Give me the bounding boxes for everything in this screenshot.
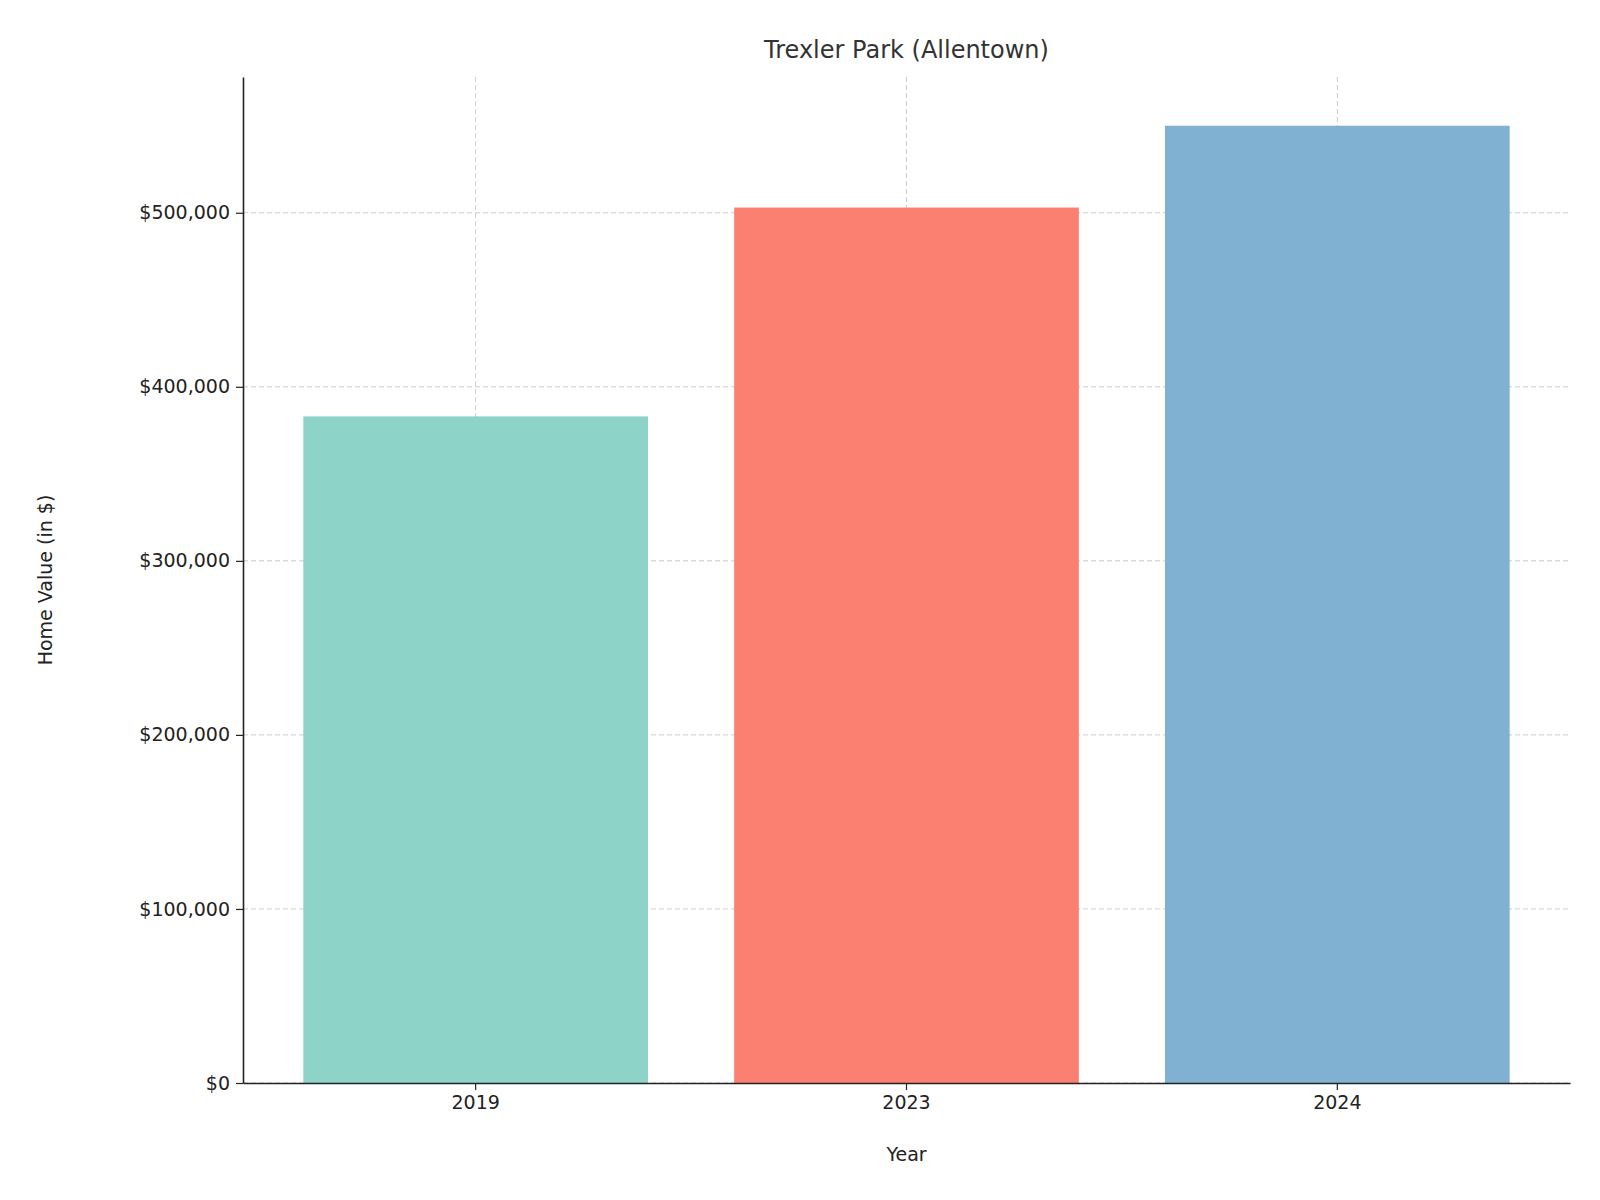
y-tick: $200,000 (139, 723, 243, 745)
y-tick: $100,000 (139, 898, 243, 920)
y-tick-mark (236, 1083, 243, 1084)
axis-line (243, 78, 245, 1084)
bars (303, 126, 1509, 1083)
y-tick-label: $100,000 (139, 898, 230, 920)
grid (243, 77, 1570, 1083)
x-tick-label: 2024 (1313, 1091, 1361, 1113)
y-tick-label: $200,000 (139, 723, 230, 745)
y-axis-label: Home Value (in $) (34, 495, 56, 666)
y-tick-mark (236, 909, 243, 910)
plot-area: $0 $100,000 $200,000 $300,000 $400,000 $500,0… (139, 77, 1570, 1113)
x-tick-label: 2019 (451, 1091, 499, 1113)
bar (734, 208, 1079, 1083)
x-axis: 2019 2023 2024 (244, 1083, 1571, 1113)
y-tick: $300,000 (139, 549, 243, 571)
y-tick-label: $400,000 (139, 375, 230, 397)
y-tick: $0 (206, 1072, 243, 1094)
x-tick-label: 2023 (882, 1091, 930, 1113)
title: Trexler Park (Allentown) (763, 36, 1049, 64)
x-axis-label: Year (885, 1143, 926, 1165)
y-tick-mark (236, 735, 243, 736)
y-axis: $0 $100,000 $200,000 $300,000 $400,000 $500,0… (139, 78, 243, 1094)
y-tick-mark (236, 387, 243, 388)
x-tick: 2024 (1313, 1083, 1361, 1113)
bar (303, 416, 648, 1083)
x-tick-mark (475, 1083, 476, 1090)
y-tick-label: $0 (206, 1072, 230, 1094)
y-tick-label: $300,000 (139, 549, 230, 571)
y-tick-label: $500,000 (139, 201, 230, 223)
y-tick: $500,000 (139, 201, 243, 223)
bar (1165, 126, 1510, 1083)
y-tick: $400,000 (139, 375, 243, 397)
y-tick-mark (236, 213, 243, 214)
chart: $0 $100,000 $200,000 $300,000 $400,000 $500,0… (0, 0, 1600, 1200)
x-tick-mark (1337, 1083, 1338, 1090)
y-tick-mark (236, 561, 243, 562)
x-tick: 2023 (882, 1083, 930, 1113)
x-tick: 2019 (451, 1083, 499, 1113)
x-tick-mark (906, 1083, 907, 1090)
